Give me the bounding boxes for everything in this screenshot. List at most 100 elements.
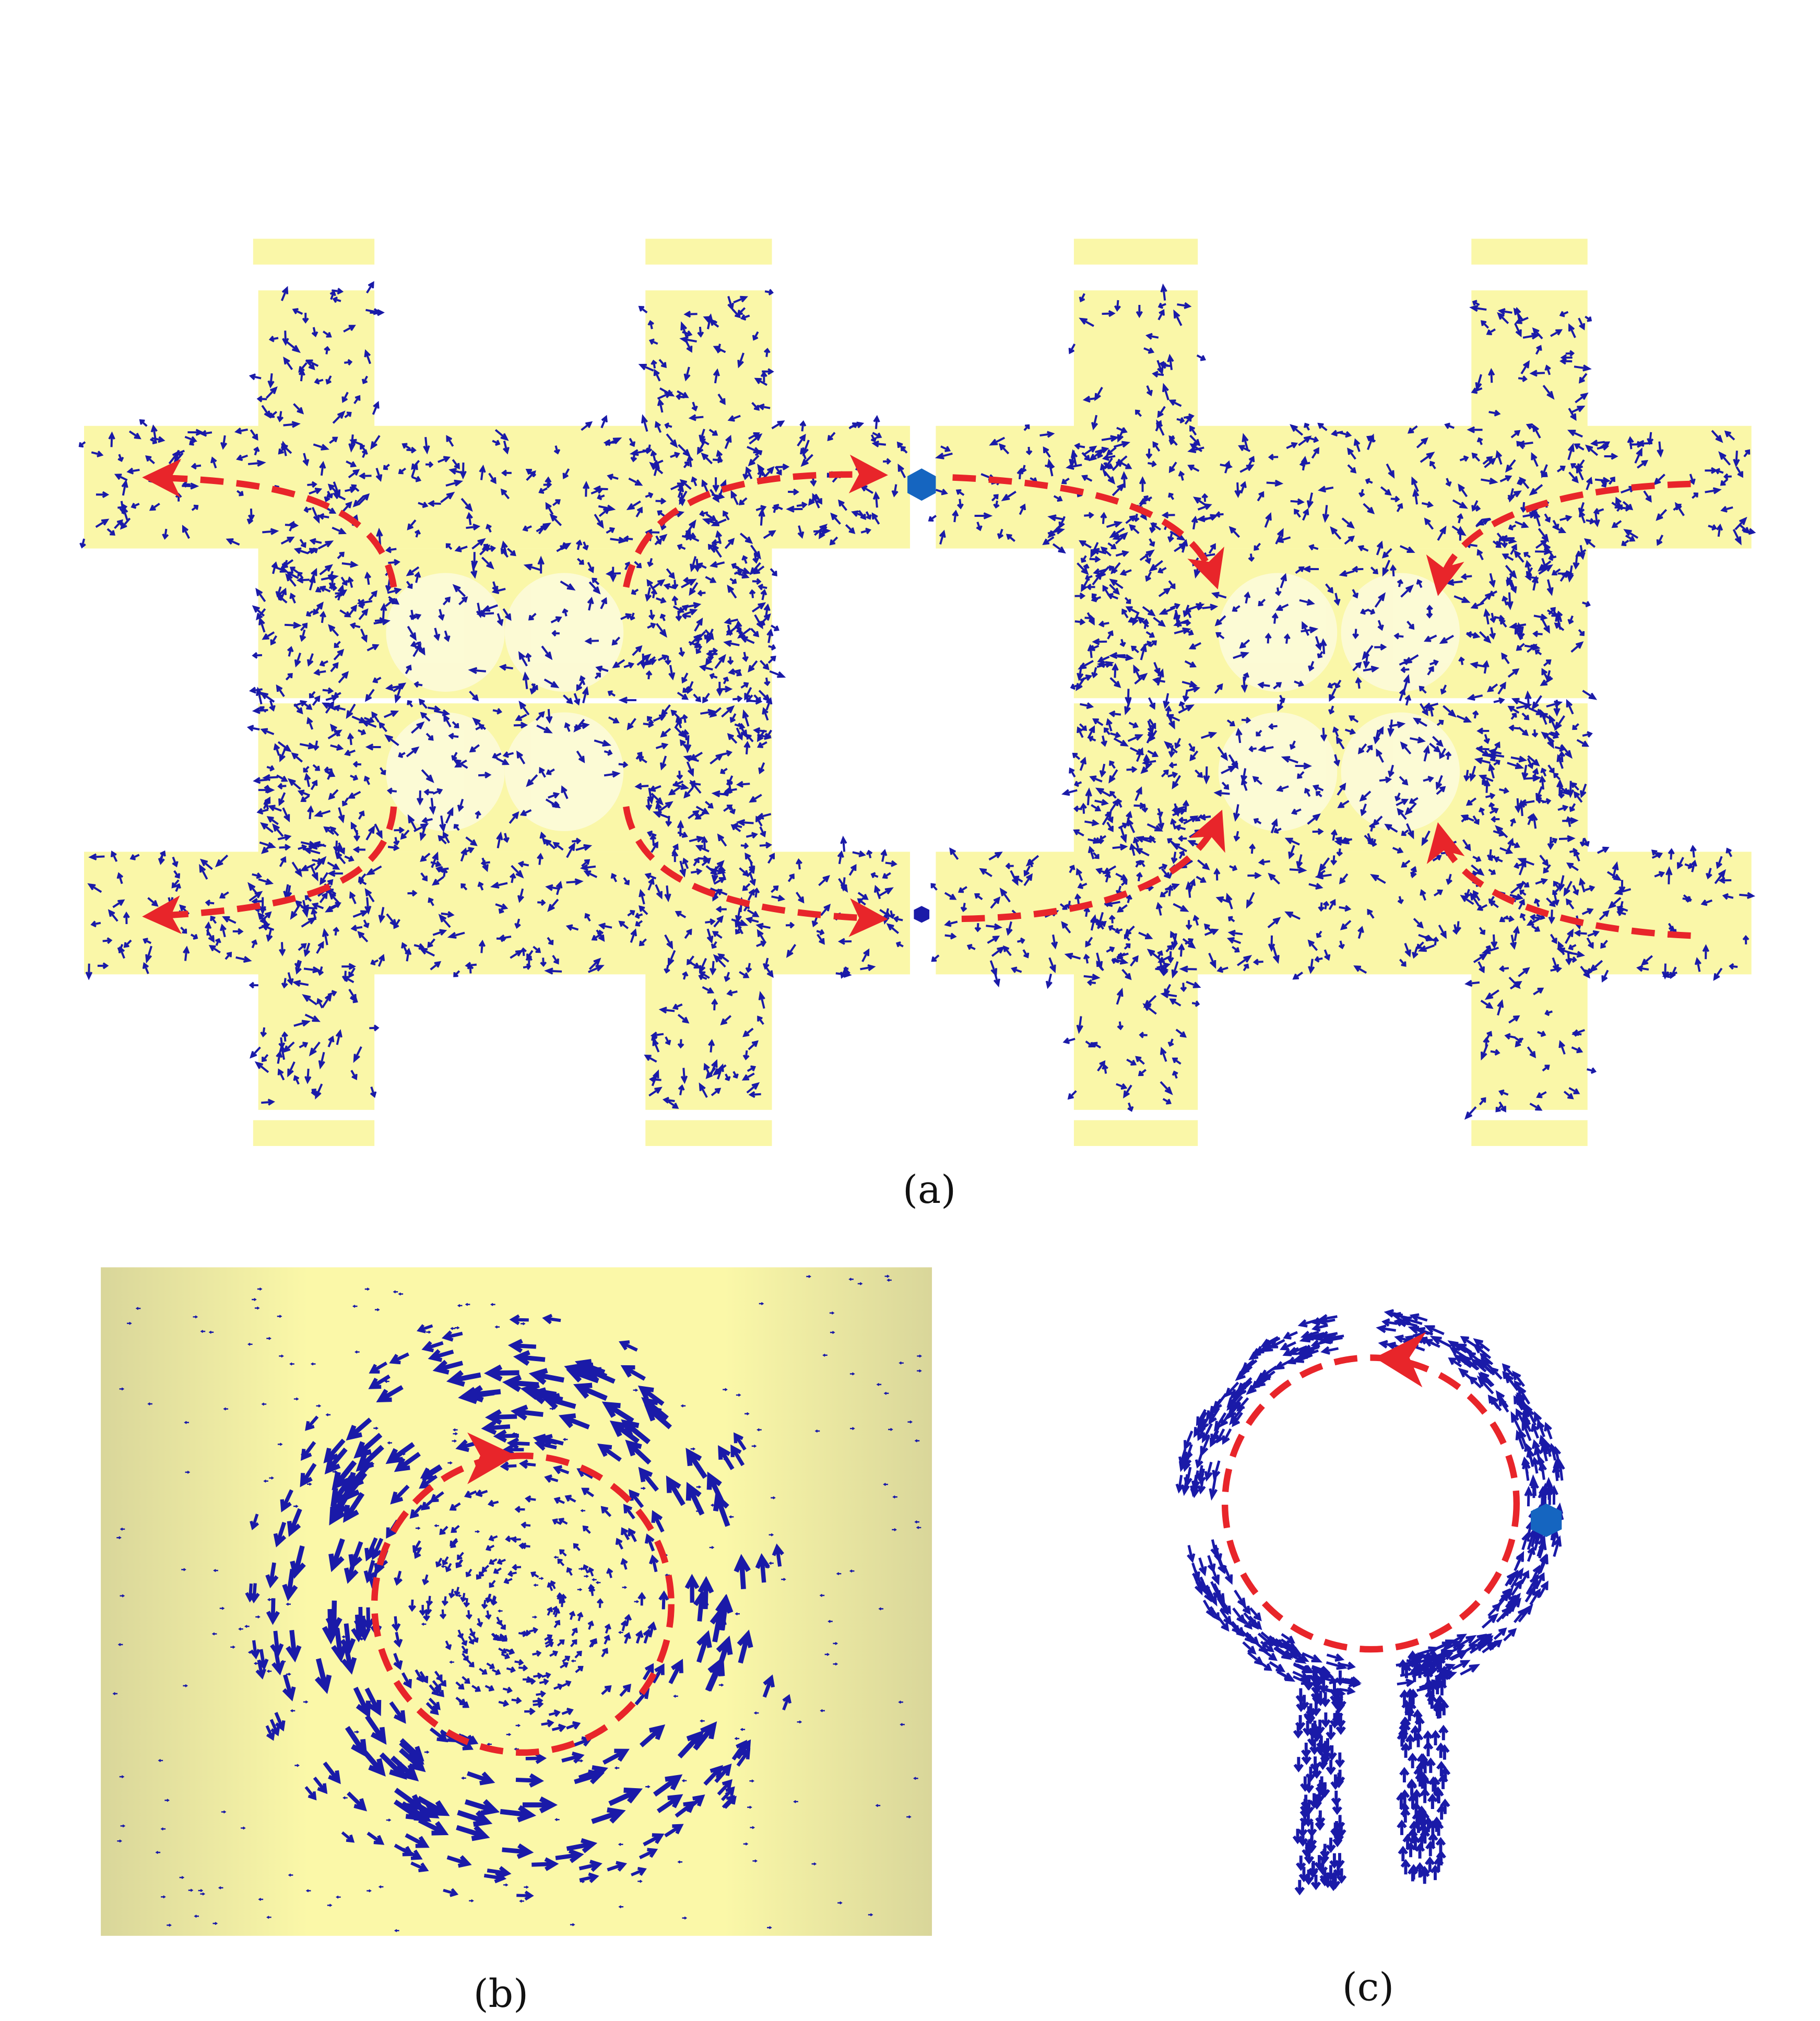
current-vector-arrow (391, 1616, 401, 1632)
current-vector-arrow (1546, 579, 1554, 596)
current-vector-arrow (128, 430, 141, 440)
current-vector-arrow (722, 510, 730, 521)
current-vector-arrow (472, 717, 487, 730)
current-vector-arrow (700, 1719, 705, 1723)
current-vector-arrow (668, 786, 681, 796)
current-vector-arrow (500, 488, 510, 500)
current-vector-arrow (1558, 1040, 1566, 1055)
current-vector-arrow (498, 1647, 507, 1654)
current-vector-arrow (531, 683, 538, 690)
current-vector-arrow (1529, 484, 1543, 496)
current-vector-arrow (1189, 425, 1197, 436)
current-vector-arrow (1121, 608, 1129, 619)
current-vector-arrow (1258, 1365, 1278, 1379)
current-vector-arrow (1493, 1627, 1507, 1640)
current-vector-arrow (541, 645, 553, 660)
current-vector-arrow (1401, 859, 1411, 868)
current-vector-arrow (415, 1527, 421, 1530)
current-vector-arrow (582, 480, 590, 497)
current-vector-arrow (1505, 564, 1517, 579)
current-vector-arrow (644, 1533, 655, 1552)
current-vector-arrow (1502, 553, 1514, 561)
current-vector-arrow (511, 1697, 522, 1704)
current-vector-arrow (1198, 1419, 1208, 1434)
current-vector-arrow (259, 706, 267, 713)
current-vector-arrow (736, 819, 754, 826)
current-vector-arrow (1178, 1451, 1188, 1472)
current-vector-arrow (572, 837, 582, 845)
current-vector-arrow (1397, 808, 1407, 820)
current-vector-arrow (348, 469, 360, 479)
current-vector-arrow (379, 767, 386, 775)
current-vector-arrow (480, 859, 490, 867)
current-vector-arrow (771, 1496, 776, 1499)
current-vector-arrow (768, 644, 776, 651)
current-vector-arrow (487, 1742, 492, 1746)
current-vector-arrow (1380, 486, 1392, 496)
current-vector-arrow (635, 920, 643, 927)
current-vector-arrow (443, 1888, 459, 1897)
current-vector-arrow (1221, 782, 1230, 790)
current-vector-arrow (513, 722, 528, 729)
current-vector-arrow (1476, 437, 1483, 445)
current-vector-arrow (1560, 744, 1573, 759)
current-vector-arrow (1173, 903, 1189, 912)
current-vector-arrow (1457, 526, 1464, 541)
current-vector-arrow (1483, 734, 1491, 744)
current-vector-arrow (1410, 1834, 1421, 1850)
current-vector-arrow (763, 603, 771, 618)
current-vector-arrow (420, 872, 428, 882)
current-vector-arrow (563, 694, 573, 705)
current-vector-arrow (327, 870, 343, 877)
current-vector-arrow (289, 1362, 294, 1366)
current-vector-arrow (1178, 943, 1185, 957)
current-vector-arrow (493, 1429, 519, 1443)
current-vector-arrow (311, 506, 320, 524)
current-vector-arrow (752, 578, 762, 585)
current-vector-arrow (666, 568, 675, 580)
current-vector-arrow (566, 1721, 581, 1730)
current-vector-arrow (632, 645, 643, 656)
current-vector-arrow (1291, 808, 1302, 815)
current-vector-arrow (686, 761, 694, 777)
current-vector-arrow (1488, 1639, 1503, 1651)
current-vector-arrow (280, 559, 294, 569)
current-vector-arrow (979, 868, 992, 878)
current-vector-arrow (1184, 660, 1197, 668)
current-vector-arrow (354, 1730, 360, 1734)
current-vector-arrow (1502, 1371, 1514, 1384)
current-vector-arrow (1157, 816, 1165, 831)
current-vector-arrow (1424, 1325, 1445, 1335)
current-vector-arrow (485, 524, 492, 533)
current-vector-arrow (1466, 797, 1477, 806)
current-vector-arrow (726, 989, 738, 997)
current-vector-arrow (245, 1583, 256, 1603)
current-vector-arrow (388, 559, 400, 566)
current-vector-arrow (557, 1558, 565, 1566)
current-vector-arrow (407, 890, 418, 897)
current-vector-arrow (1367, 433, 1375, 450)
current-vector-arrow (252, 1298, 257, 1302)
current-vector-arrow (638, 305, 648, 314)
current-vector-arrow (1510, 580, 1517, 594)
current-vector-arrow (1117, 654, 1134, 661)
current-vector-arrow (702, 692, 710, 704)
current-vector-arrow (990, 896, 1001, 909)
current-vector-arrow (491, 1596, 498, 1606)
current-vector-arrow (332, 410, 346, 424)
current-vector-arrow (751, 1444, 757, 1448)
current-vector-arrow (735, 1612, 740, 1616)
current-vector-arrow (916, 1526, 921, 1529)
current-vector-arrow (736, 1748, 751, 1767)
current-vector-arrow (1258, 745, 1274, 752)
current-vector-arrow (1125, 925, 1135, 936)
current-vector-arrow (573, 718, 585, 732)
current-vector-arrow (609, 566, 617, 583)
current-vector-arrow (479, 464, 486, 480)
current-vector-arrow (1575, 549, 1587, 557)
current-vector-arrow (1081, 452, 1091, 461)
current-vector-arrow (1540, 708, 1547, 725)
current-vector-arrow (770, 568, 777, 576)
current-vector-arrow (812, 493, 820, 509)
current-vector-arrow (1268, 723, 1278, 730)
